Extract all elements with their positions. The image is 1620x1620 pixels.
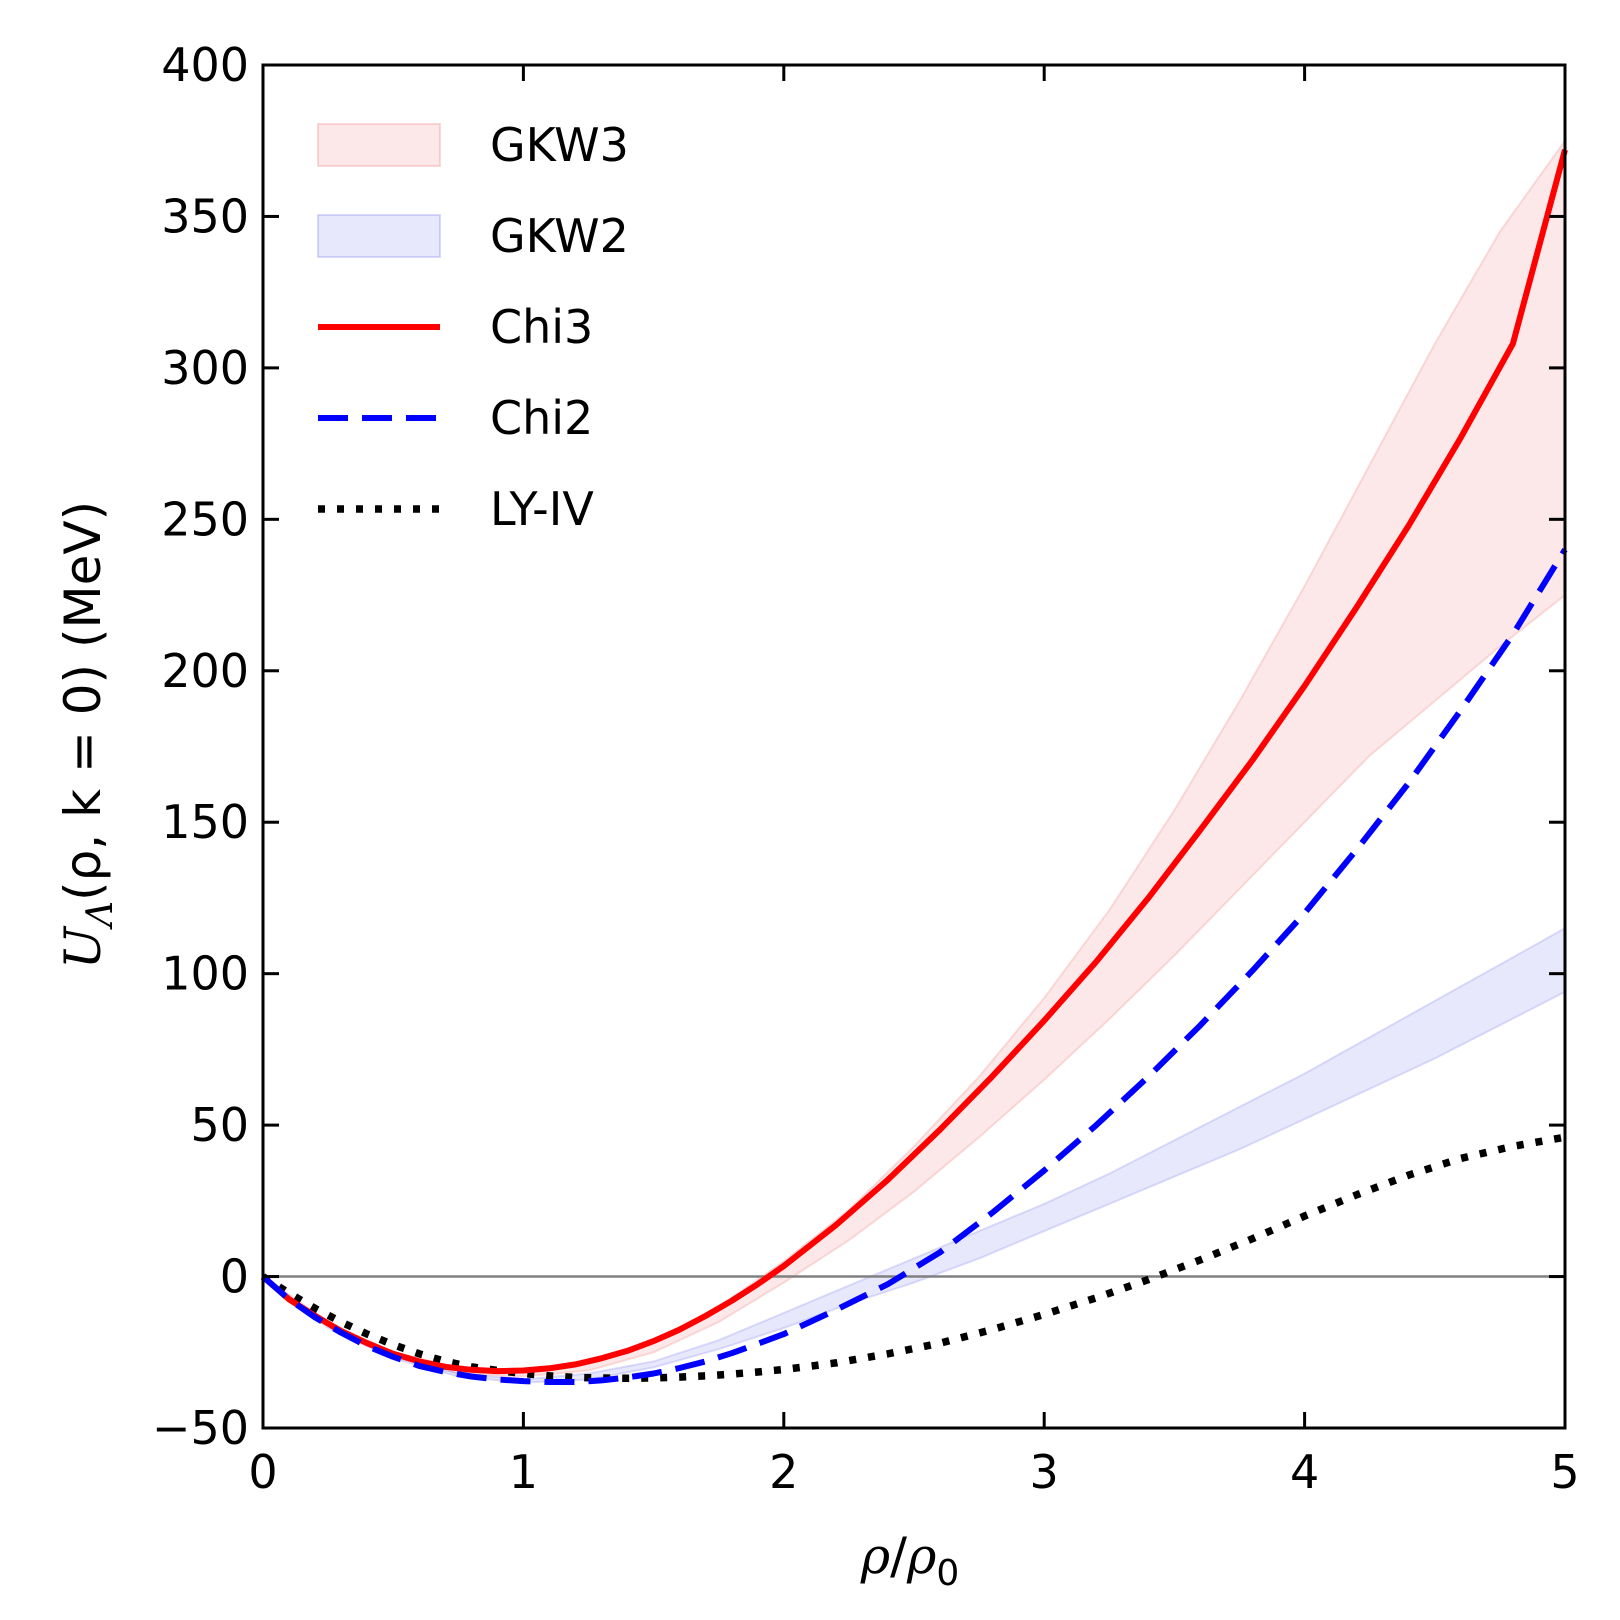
y-tick-label: −50 [152,1401,249,1455]
plot-frame [261,63,1567,1430]
y-axis-label: UΛ(ρ, k = 0) (MeV) [54,501,121,969]
legend-label-gkw2: GKW2 [490,209,629,263]
x-axis-label-sub: 0 [936,1553,959,1594]
x-tick-label: 1 [509,1445,538,1499]
y-tick-label: 50 [190,1098,249,1152]
series-layer [260,149,1568,1385]
x-tick-label: 2 [769,1445,798,1499]
legend-label-chi3: Chi3 [490,300,593,354]
legend-label-chi2: Chi2 [490,391,593,445]
x-tick-label: 5 [1550,1445,1579,1499]
legend-swatch-gkw3 [317,123,441,167]
y-axis-label-args: (ρ, k = 0) [54,664,112,901]
y-tick-label: 0 [220,1250,249,1304]
y-tick-label: 400 [161,38,249,92]
series-line-ly-iv [260,1133,1566,1383]
x-tick-label: 0 [248,1445,277,1499]
x-tick-label: 4 [1290,1445,1319,1499]
x-axis-label-var: ρ [860,1527,891,1585]
y-tick-label: 300 [161,341,249,395]
legend-swatch-gkw2 [317,214,441,258]
legend-label-ly-iv: LY-IV [490,482,594,536]
x-tick-label: 3 [1030,1445,1059,1499]
legend-label-gkw3: GKW3 [490,118,629,172]
y-axis-label-unit: (MeV) [54,501,112,664]
y-tick-label: 200 [161,644,249,698]
y-tick-label: 250 [161,492,249,546]
x-axis-label-sep: / [890,1527,907,1585]
legend: GKW3 GKW2 Chi3 Chi2 LY-IV [317,118,629,536]
x-axis-label-var2: ρ [906,1527,937,1585]
y-axis-label-sub: Λ [80,901,121,930]
series-line-chi3 [261,149,1568,1375]
x-axis-label: ρ/ρ0 [860,1527,960,1594]
y-tick-label: 150 [161,795,249,849]
y-tick-label: 100 [161,947,249,1001]
series-line-chi2 [261,548,1568,1385]
y-tick-label: 350 [161,189,249,243]
y-axis-label-var: U [54,925,112,969]
